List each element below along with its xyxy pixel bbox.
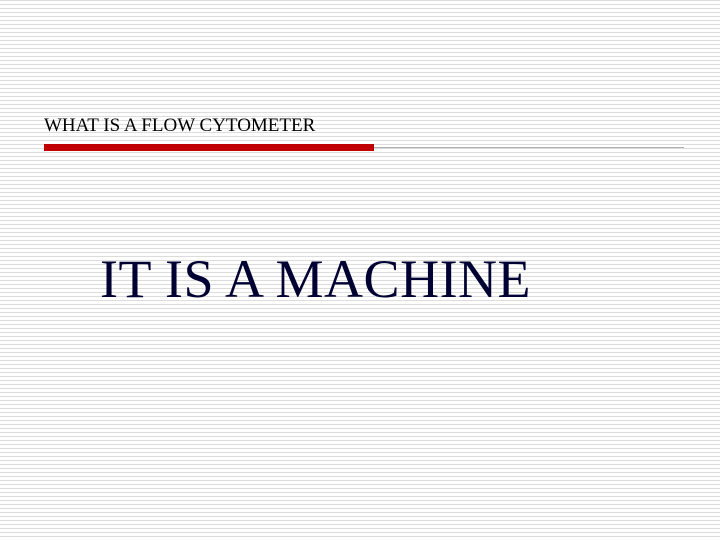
slide-container: WHAT IS A FLOW CYTOMETER IT IS A MACHINE (0, 0, 720, 540)
accent-bar (44, 144, 374, 151)
body-text: IT IS A MACHINE (100, 248, 531, 310)
slide-title: WHAT IS A FLOW CYTOMETER (44, 115, 315, 137)
divider-line (374, 147, 684, 148)
